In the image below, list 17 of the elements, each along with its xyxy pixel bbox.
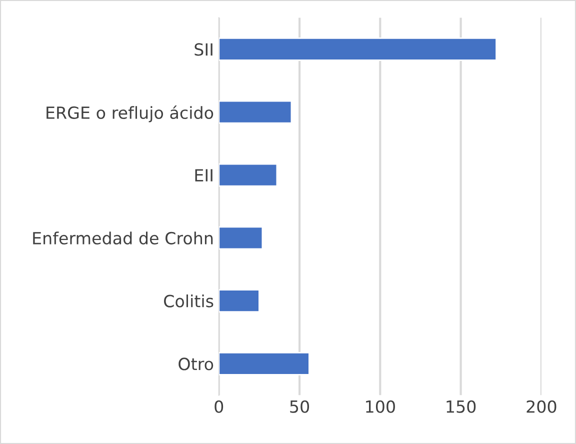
y-tick-label: ERGE o reflujo ácido (46, 105, 214, 122)
x-tick-label: 50 (290, 400, 310, 413)
y-tick-label: Otro (178, 358, 214, 370)
bar (218, 289, 260, 313)
y-tick-label: SII (194, 43, 212, 56)
y-tick-label: Colitis (164, 294, 214, 308)
bar (218, 226, 264, 250)
y-tick-label: EII (195, 169, 212, 182)
bar (218, 100, 292, 124)
bar (218, 163, 278, 187)
x-tick-label: 0 (214, 400, 224, 413)
x-tick-label: 150 (446, 400, 476, 413)
bar (218, 38, 497, 61)
y-tick-label: Enfermedad de Crohn (33, 232, 213, 244)
x-tick-label: 200 (526, 400, 556, 413)
x-tick-label: 100 (366, 400, 395, 413)
bar (218, 352, 310, 376)
